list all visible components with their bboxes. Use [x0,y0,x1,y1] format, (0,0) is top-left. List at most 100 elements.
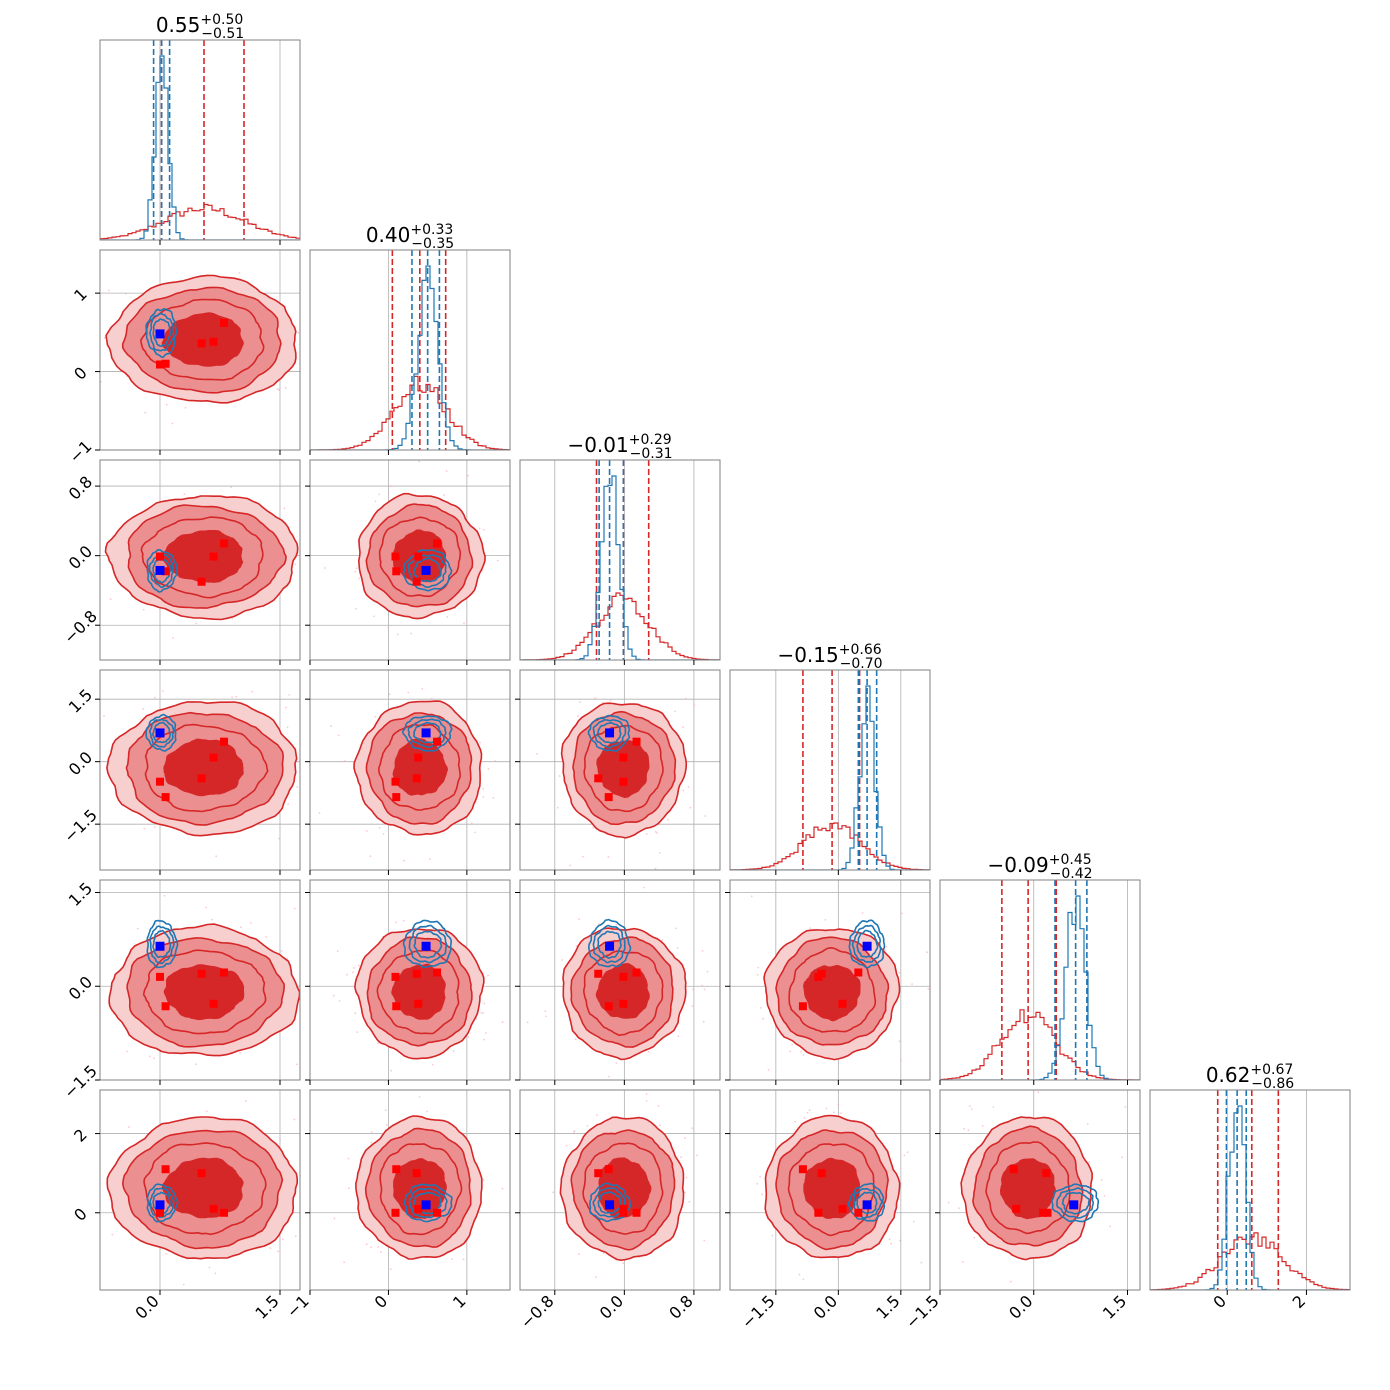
scatter-point [343,760,346,762]
scatter-point [496,559,499,562]
scatter-point [136,927,139,930]
contour-blue-0 [145,713,177,752]
blue-marker [155,728,165,738]
scatter-point [961,1260,964,1263]
scatter-point [321,1205,323,1207]
panel-body-4-0 [100,880,300,1083]
red-marker [209,999,218,1008]
scatter-point [802,1054,805,1056]
scatter-point [794,1120,796,1123]
contour-blue-1 [1055,1187,1095,1219]
scatter-point [767,1069,770,1071]
scatter-point [124,292,127,295]
blue-marker [862,941,872,951]
red-marker [632,1208,641,1217]
panel-body-4-3 [730,880,930,1080]
scatter-point [279,1138,281,1141]
title-median: −0.01 [567,433,628,457]
scatter-point [338,1000,341,1002]
panel-body-2-0 [53,460,300,660]
scatter-point [677,1035,680,1038]
contour-red-inner [596,740,650,799]
panel-frame-4-4 [939,879,1141,1081]
red-marker [604,1002,613,1011]
panel-4-0: −1.5 0.0 1.5 [60,879,301,1102]
panel-title-5: 0.62+0.67 −0.86 [1206,1062,1294,1092]
scatter-point [832,1111,835,1114]
histogram-blue-4 [940,895,1140,1080]
contour-blue-1 [149,925,175,965]
scatter-point [573,1131,575,1133]
scatter-point [561,959,563,961]
scatter-point [161,690,164,692]
red-marker [433,737,442,746]
scatter-point [303,717,305,719]
scatter-point [645,1093,648,1095]
panel-body-2-1 [310,460,510,660]
scatter-point [277,1250,280,1253]
scatter-point [565,1144,568,1147]
red-marker [220,737,228,746]
histogram-red-0 [100,203,300,240]
panel-body-2-2 [520,460,720,660]
contour-blue-0 [146,919,179,969]
scatter-point [544,1010,547,1012]
red-marker [619,753,628,762]
scatter-point [1088,1161,1091,1163]
scatter-point [382,833,385,835]
red-marker [412,1169,421,1178]
scatter-point [691,1127,694,1130]
scatter-point [582,855,584,858]
scatter-point [450,1258,453,1260]
scatter-point [205,1110,208,1113]
scatter-point [575,945,578,947]
scatter-point [52,1201,54,1203]
red-marker [197,969,206,978]
scatter-point [231,617,234,620]
panel-frame-4-0 [99,879,301,1081]
scatter-point [558,775,561,777]
red-marker [1039,1208,1048,1217]
scatter-point [658,852,661,854]
y-tick-label: 1.5 [65,879,96,910]
panel-body-3-2 [520,670,720,870]
scatter-point [592,826,594,829]
scatter-point [808,1109,811,1111]
scatter-point [53,601,55,603]
scatter-point [165,1253,168,1255]
red-marker [197,339,206,348]
scatter-point [171,637,174,639]
panel-frame-4-1 [309,879,511,1081]
scatter-point [210,918,213,921]
scatter-point [194,1081,196,1083]
panel-2-2: −0.01+0.29 −0.31 [519,432,721,665]
scatter-point [77,535,79,537]
scatter-point [230,486,233,488]
title-plus: +0.66 [839,642,882,658]
scatter-point [885,945,888,948]
scatter-point [354,607,357,610]
scatter-point [812,1074,814,1076]
histogram-blue-1 [310,265,510,450]
scatter-point [286,726,289,729]
scatter-point [1109,1225,1111,1228]
scatter-point [556,806,559,809]
blue-marker [605,728,615,738]
red-marker [391,552,400,561]
scatter-point [888,1238,891,1241]
panel-body-5-3 [730,1074,930,1290]
title-plus: +0.50 [200,12,243,28]
panel-frame-3-3 [729,669,931,871]
scatter-point [153,1057,155,1059]
red-marker [156,552,164,561]
scatter-point [370,1246,372,1249]
scatter-point [803,1117,806,1119]
panel-3-2 [515,669,721,875]
scatter-point [762,1017,764,1020]
y-tick-label: 0.0 [65,972,96,1003]
scatter-point [330,725,333,728]
panel-3-1 [305,669,511,875]
scatter-point [967,1129,970,1132]
histogram-blue-2 [520,475,720,660]
scatter-point [378,493,380,496]
